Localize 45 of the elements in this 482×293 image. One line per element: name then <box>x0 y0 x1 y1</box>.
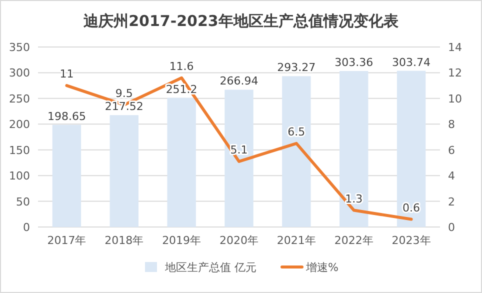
y2-tick-label: 10 <box>448 92 462 106</box>
bar <box>340 70 368 227</box>
x-tick-label: 2020年 <box>220 234 258 247</box>
data-label: 303.36 <box>334 56 374 69</box>
chart-title: 迪庆州2017-2023年地区生产总值情况变化表 <box>82 12 400 30</box>
legend-label: 增速% <box>305 261 338 274</box>
y2-tick-label: 8 <box>448 118 455 132</box>
data-label: 11 <box>60 68 74 81</box>
y2-tick-label: 2 <box>448 195 455 208</box>
y-tick-label: 300 <box>9 66 30 80</box>
y-tick-label: 0 <box>23 221 30 234</box>
y-tick-label: 100 <box>9 170 30 183</box>
data-label: 217.52 <box>104 100 144 114</box>
y2-tick-label: 14 <box>448 41 462 54</box>
x-tick-label: 2017年 <box>47 234 86 247</box>
y-tick-label: 350 <box>9 41 30 54</box>
data-label: 0.6 <box>402 201 420 214</box>
data-label: 198.65 <box>47 110 86 123</box>
bar <box>396 70 426 227</box>
bar <box>167 98 196 227</box>
y2-tick-label: 12 <box>448 66 462 80</box>
y2-tick-label: 4 <box>448 170 455 183</box>
bar <box>224 90 254 227</box>
x-tick-label: 2019年 <box>162 234 202 247</box>
data-label: 266.94 <box>220 74 258 88</box>
x-tick-label: 2022年 <box>334 234 374 247</box>
y-tick-label: 150 <box>9 144 30 157</box>
bar <box>110 115 138 227</box>
data-label: 6.5 <box>288 125 306 138</box>
x-tick-label: 2021年 <box>276 234 316 247</box>
y-tick-label: 200 <box>9 118 30 132</box>
data-label: 1.3 <box>345 192 363 206</box>
y2-tick-label: 6 <box>448 144 455 157</box>
bar <box>52 124 82 227</box>
data-label: 293.27 <box>277 61 316 74</box>
x-tick-label: 2018年 <box>104 234 144 247</box>
data-label: 11.6 <box>169 60 194 73</box>
data-label: 9.5 <box>115 86 133 100</box>
data-label: 303.74 <box>392 56 431 69</box>
y-tick-label: 50 <box>16 195 30 208</box>
y2-tick-label: 0 <box>448 221 455 234</box>
x-tick-label: 2023年 <box>392 234 431 247</box>
bar <box>282 76 311 227</box>
legend-label: 地区生产总值 亿元 <box>164 261 256 274</box>
y-tick-label: 250 <box>9 92 30 106</box>
